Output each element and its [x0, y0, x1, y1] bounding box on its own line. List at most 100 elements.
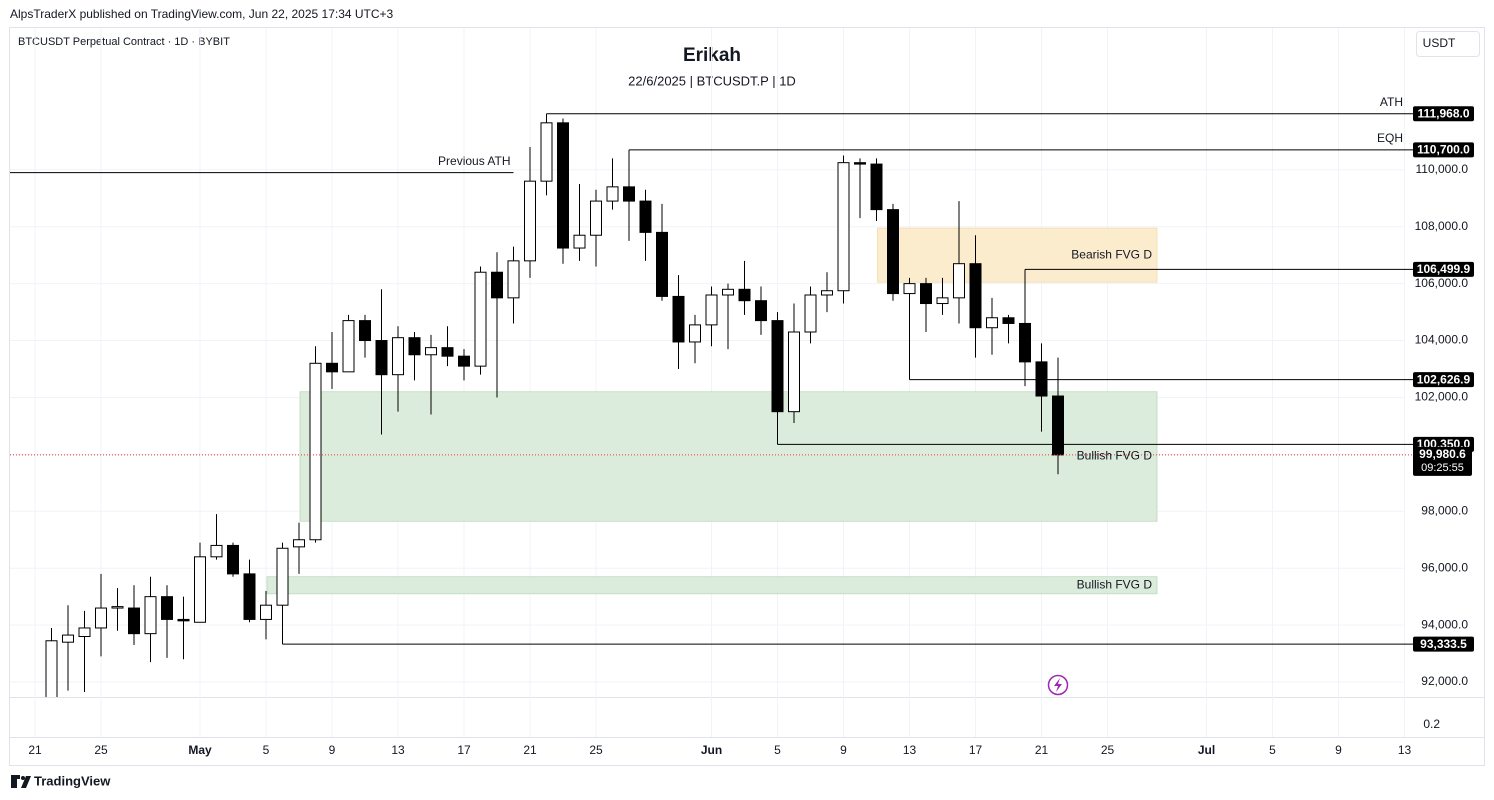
y-tick-label: 106,000.0	[1415, 276, 1469, 290]
candle-body	[491, 271, 503, 299]
candle-body	[804, 294, 817, 333]
price-tag-label: 106,499.9	[1417, 262, 1471, 276]
zone-label: Bullish FVG D	[1077, 577, 1153, 591]
zone-label: Bearish FVG D	[1071, 247, 1152, 261]
candle-body	[837, 162, 850, 292]
x-tick-label: 5	[263, 743, 270, 757]
y-tick-label: 96,000.0	[1421, 560, 1468, 574]
candle-body	[672, 295, 685, 343]
candle-body	[309, 362, 322, 541]
candle-body	[128, 607, 140, 635]
candle-body	[293, 539, 305, 548]
candle-body	[194, 556, 206, 623]
candle-body	[62, 634, 74, 643]
candle-body	[260, 604, 272, 620]
candle-body	[1052, 395, 1064, 456]
fvg-zone	[877, 227, 1158, 283]
candle-body	[936, 297, 949, 305]
candle-body	[722, 288, 734, 296]
candle-body	[689, 324, 701, 343]
currency-label[interactable]: USDT	[1423, 36, 1456, 50]
x-tick-label: 13	[391, 743, 405, 757]
candle-body	[920, 283, 932, 305]
y-tick-label: 108,000.0	[1415, 219, 1469, 233]
last-price-tag	[1413, 446, 1472, 476]
candle-body	[590, 200, 602, 236]
x-tick-label: 5	[1269, 743, 1276, 757]
price-tag	[1413, 636, 1474, 652]
x-tick-label: 13	[903, 743, 917, 757]
y-tick-label: 98,000.0	[1421, 503, 1468, 517]
candle-body	[375, 340, 388, 376]
candle-body	[755, 300, 767, 322]
price-tag-label: 93,333.5	[1420, 637, 1467, 651]
x-tick-label: 9	[1335, 743, 1342, 757]
candle-body	[953, 263, 965, 299]
y-tick-label: 104,000.0	[1415, 333, 1469, 347]
price-tag	[1413, 372, 1474, 388]
candle-body	[408, 337, 421, 356]
y-tick-label: 92,000.0	[1421, 674, 1468, 688]
tradingview-logo	[11, 775, 31, 788]
candle-body	[821, 290, 833, 296]
x-tick-label: 9	[840, 743, 847, 757]
candle-body	[854, 162, 866, 165]
candle-body	[474, 271, 487, 367]
x-tick-label: 25	[589, 743, 603, 757]
publish-header: AlpsTraderX published on TradingView.com…	[10, 7, 394, 21]
price-tag	[1413, 261, 1474, 277]
levels-layer	[10, 113, 1413, 645]
last-price-label: 99,980.6	[1419, 447, 1466, 461]
level-name: Previous ATH	[438, 154, 510, 168]
candle-body	[573, 234, 586, 249]
footer-brand: TradingView	[34, 773, 111, 788]
candle-body	[639, 200, 652, 233]
price-tag	[1413, 106, 1474, 122]
candle-body	[161, 596, 173, 620]
candle-body	[111, 606, 124, 609]
candle-body	[458, 355, 470, 367]
candle-body	[969, 263, 982, 329]
candle-body	[1019, 322, 1031, 363]
y-tick-label: 110,000.0	[1416, 162, 1469, 176]
zones-layer	[266, 227, 1158, 595]
candle-body	[870, 163, 883, 211]
x-tick-label: 9	[329, 743, 336, 757]
zone-label: Bullish FVG D	[1077, 449, 1153, 463]
countdown-label: 09:25:55	[1421, 462, 1464, 474]
candle-body	[986, 317, 998, 329]
candle-body	[656, 231, 668, 297]
candle-body	[227, 544, 239, 575]
fvg-zone	[299, 391, 1158, 522]
price-tag-label: 111,968.0	[1417, 106, 1469, 120]
currency-button[interactable]	[1416, 31, 1480, 57]
candle-body	[95, 607, 107, 629]
candle-body	[1035, 361, 1048, 397]
fvg-zone	[266, 576, 1158, 595]
candle-body	[788, 331, 800, 413]
alert-icon[interactable]	[1047, 674, 1069, 696]
x-tick-label: 17	[457, 743, 471, 757]
candles-layer	[45, 113, 1064, 697]
x-tick-label: Jun	[701, 743, 722, 757]
candle-body	[144, 596, 157, 635]
candle-body	[606, 186, 619, 202]
x-tick-label: 17	[969, 743, 983, 757]
x-tick-label: 13	[1398, 743, 1412, 757]
candle-body	[342, 320, 355, 373]
candle-body	[441, 347, 454, 357]
y-tick-label: 102,000.0	[1415, 390, 1469, 404]
candle-body	[326, 362, 338, 373]
x-tick-label: 25	[94, 743, 108, 757]
candle-body	[243, 573, 256, 620]
price-tag	[1413, 142, 1474, 158]
x-tick-label: 21	[523, 743, 537, 757]
candle-body	[557, 122, 569, 249]
candle-body	[540, 122, 553, 182]
candle-body	[45, 640, 58, 697]
x-tick-label: 21	[28, 743, 42, 757]
level-name: ATH	[1380, 95, 1403, 109]
candle-body	[705, 294, 718, 326]
x-tick-label: 21	[1035, 743, 1049, 757]
